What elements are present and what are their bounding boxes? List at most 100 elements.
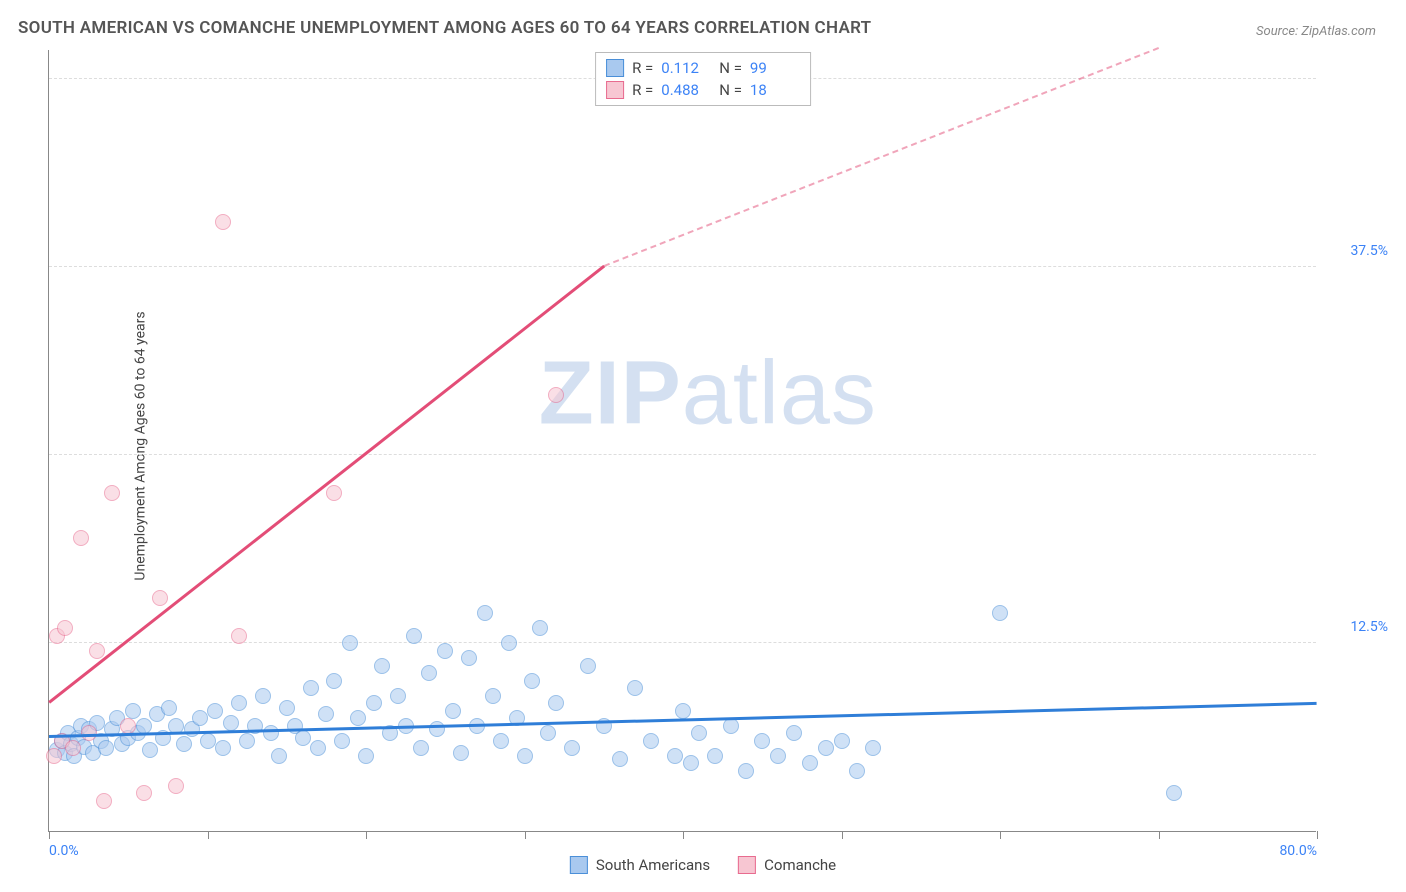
data-point [271, 748, 287, 764]
data-point [501, 635, 517, 651]
data-point [675, 703, 691, 719]
data-point [802, 755, 818, 771]
data-point [231, 695, 247, 711]
y-tick-label: 12.5% [1328, 619, 1388, 635]
data-point [279, 700, 295, 716]
data-point [683, 755, 699, 771]
data-point [231, 628, 247, 644]
x-tick [49, 831, 50, 839]
x-tick [1317, 831, 1318, 839]
x-tick [1000, 831, 1001, 839]
data-point [818, 740, 834, 756]
data-point [176, 736, 192, 752]
data-point [865, 740, 881, 756]
data-point [849, 763, 865, 779]
data-point [358, 748, 374, 764]
data-point [89, 643, 105, 659]
y-tick-label: 37.5% [1328, 243, 1388, 259]
data-point [627, 680, 643, 696]
data-point [834, 733, 850, 749]
data-point [263, 725, 279, 741]
data-point [517, 748, 533, 764]
data-point [461, 650, 477, 666]
data-point [136, 785, 152, 801]
data-point [667, 748, 683, 764]
data-point [770, 748, 786, 764]
x-tick [1159, 831, 1160, 839]
legend-n-label: N = [719, 59, 742, 77]
data-point [548, 695, 564, 711]
data-point [421, 665, 437, 681]
legend-swatch [570, 856, 588, 874]
source-label: Source: ZipAtlas.com [1256, 24, 1376, 39]
data-point [532, 620, 548, 636]
legend-item: Comanche [738, 856, 836, 874]
legend-r-value: 0.112 [661, 59, 711, 77]
x-tick-label: 0.0% [49, 843, 79, 859]
x-tick [366, 831, 367, 839]
data-point [120, 718, 136, 734]
legend-r-label: R = [632, 81, 653, 99]
correlation-legend: R =0.112N =99R =0.488N =18 [595, 52, 811, 106]
legend-r-label: R = [632, 59, 653, 77]
data-point [366, 695, 382, 711]
x-tick [208, 831, 209, 839]
data-point [65, 740, 81, 756]
watermark: ZIPatlas [539, 342, 877, 445]
data-point [46, 748, 62, 764]
data-point [445, 703, 461, 719]
data-point [707, 748, 723, 764]
data-point [485, 688, 501, 704]
data-point [350, 710, 366, 726]
legend-swatch [606, 81, 624, 99]
data-point [98, 740, 114, 756]
x-tick [525, 831, 526, 839]
data-point [168, 778, 184, 794]
legend-swatch [738, 856, 756, 874]
data-point [57, 620, 73, 636]
data-point [125, 703, 141, 719]
legend-label: Comanche [764, 856, 836, 874]
data-point [96, 793, 112, 809]
data-point [437, 643, 453, 659]
data-point [73, 530, 89, 546]
gridline [49, 266, 1316, 267]
data-point [303, 680, 319, 696]
gridline [49, 454, 1316, 455]
data-point [200, 733, 216, 749]
data-point [161, 700, 177, 716]
data-point [326, 485, 342, 501]
data-point [738, 763, 754, 779]
data-point [310, 740, 326, 756]
data-point [255, 688, 271, 704]
data-point [207, 703, 223, 719]
trend-line [48, 265, 604, 703]
legend-r-value: 0.488 [661, 81, 711, 99]
data-point [152, 590, 168, 606]
data-point [540, 725, 556, 741]
data-point [429, 721, 445, 737]
x-tick [842, 831, 843, 839]
data-point [334, 733, 350, 749]
data-point [1166, 785, 1182, 801]
data-point [643, 733, 659, 749]
data-point [374, 658, 390, 674]
data-point [215, 214, 231, 230]
data-point [142, 742, 158, 758]
legend-swatch [606, 59, 624, 77]
data-point [192, 710, 208, 726]
legend-n-label: N = [719, 81, 742, 99]
data-point [223, 715, 239, 731]
data-point [215, 740, 231, 756]
legend-item: South Americans [570, 856, 710, 874]
data-point [104, 485, 120, 501]
data-point [564, 740, 580, 756]
x-tick [683, 831, 684, 839]
data-point [477, 605, 493, 621]
data-point [390, 688, 406, 704]
data-point [295, 730, 311, 746]
data-point [342, 635, 358, 651]
legend-row: R =0.488N =18 [606, 79, 800, 101]
chart-plot-area: ZIPatlas 12.5%37.5%0.0%80.0% [48, 50, 1316, 832]
legend-n-value: 99 [750, 59, 800, 77]
